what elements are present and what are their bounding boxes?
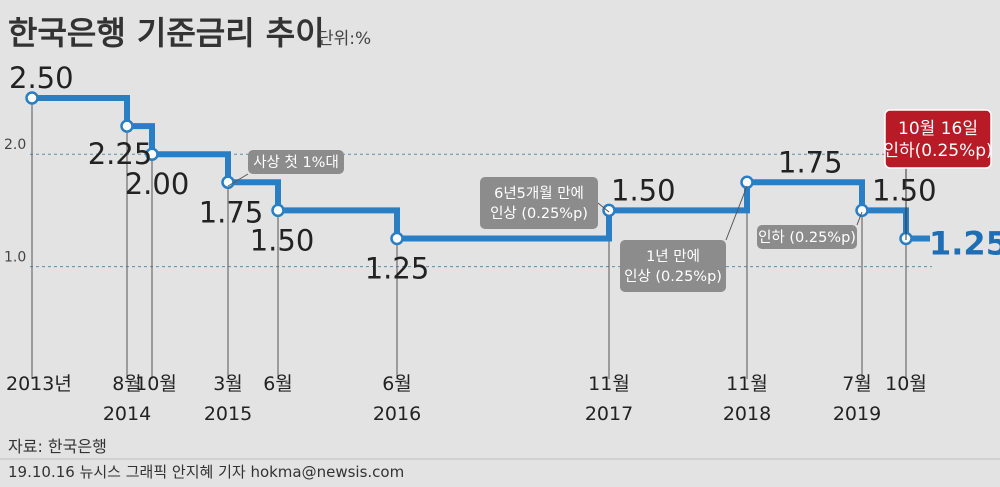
callout-text: 인하(0.25%p) (883, 141, 992, 161)
callout-leader (725, 185, 748, 241)
x-year-label: 2014 (103, 403, 151, 425)
rate-point (602, 203, 616, 218)
callout-leader (227, 173, 249, 187)
value-label: 2.00 (125, 167, 190, 201)
value-label: 2.25 (88, 137, 153, 171)
callout-box (757, 225, 857, 249)
rate-point (120, 119, 134, 133)
callout-text: 인하 (0.25%p) (758, 229, 856, 246)
value-label: 1.75 (199, 195, 264, 229)
callout-leader (856, 211, 863, 226)
chart-title: 한국은행 기준금리 추이 (8, 14, 325, 52)
callout-text: 인상 (0.25%p) (490, 205, 588, 222)
x-tick-label: 8월 (112, 373, 142, 395)
rate-point (221, 175, 235, 190)
x-year-label: 2015 (204, 403, 252, 425)
rate-point (390, 231, 404, 246)
callout-box (248, 150, 344, 174)
rate-point (271, 203, 285, 218)
x-tick-label: 11월 (726, 373, 768, 395)
callout-text: 인상 (0.25%p) (624, 268, 722, 285)
value-label: 1.50 (250, 223, 315, 257)
x-year-label: 2019 (833, 403, 881, 425)
value-label: 2.50 (9, 61, 74, 95)
callout-leader (597, 202, 610, 213)
x-year-label: 2016 (373, 403, 421, 425)
callout-text: 1년 만에 (646, 248, 700, 265)
rate-point (25, 91, 39, 105)
value-label: 1.50 (611, 173, 676, 207)
value-label: 1.25 (365, 252, 430, 286)
x-tick-label: 2013년 (6, 373, 72, 395)
y-tick-label: 2.0 (4, 137, 26, 153)
callout-text: 10월 16일 (898, 119, 978, 139)
value-label: 1.50 (872, 173, 937, 207)
rate-point (740, 175, 754, 190)
callout-text: 6년5개월 만에 (494, 185, 584, 202)
value-label: 1.25 (929, 225, 1000, 263)
x-tick-label: 3월 (213, 373, 243, 395)
y-tick-label: 1.0 (4, 250, 26, 266)
x-year-label: 2018 (723, 403, 771, 425)
x-tick-label: 11월 (588, 373, 630, 395)
callout-text: 사상 첫 1%대 (253, 154, 339, 171)
value-label: 1.75 (778, 145, 843, 179)
x-tick-label: 6월 (263, 373, 293, 395)
unit-label: 단위:% (318, 29, 371, 49)
source-label: 자료: 한국은행 (8, 437, 107, 456)
x-year-label: 2017 (585, 403, 633, 425)
x-tick-label: 6월 (382, 373, 412, 395)
rate-point (855, 203, 869, 218)
x-tick-label: 10월 (135, 373, 177, 395)
x-tick-label: 7월 (842, 373, 872, 395)
x-tick-label: 10월 (885, 373, 927, 395)
credit-label: 19.10.16 뉴시스 그래픽 안지혜 기자 hokma@newsis.com (8, 463, 404, 481)
callout-box (480, 177, 598, 229)
highlight-callout-box (884, 109, 992, 169)
rate-point (145, 147, 159, 161)
callout-box (620, 240, 726, 292)
